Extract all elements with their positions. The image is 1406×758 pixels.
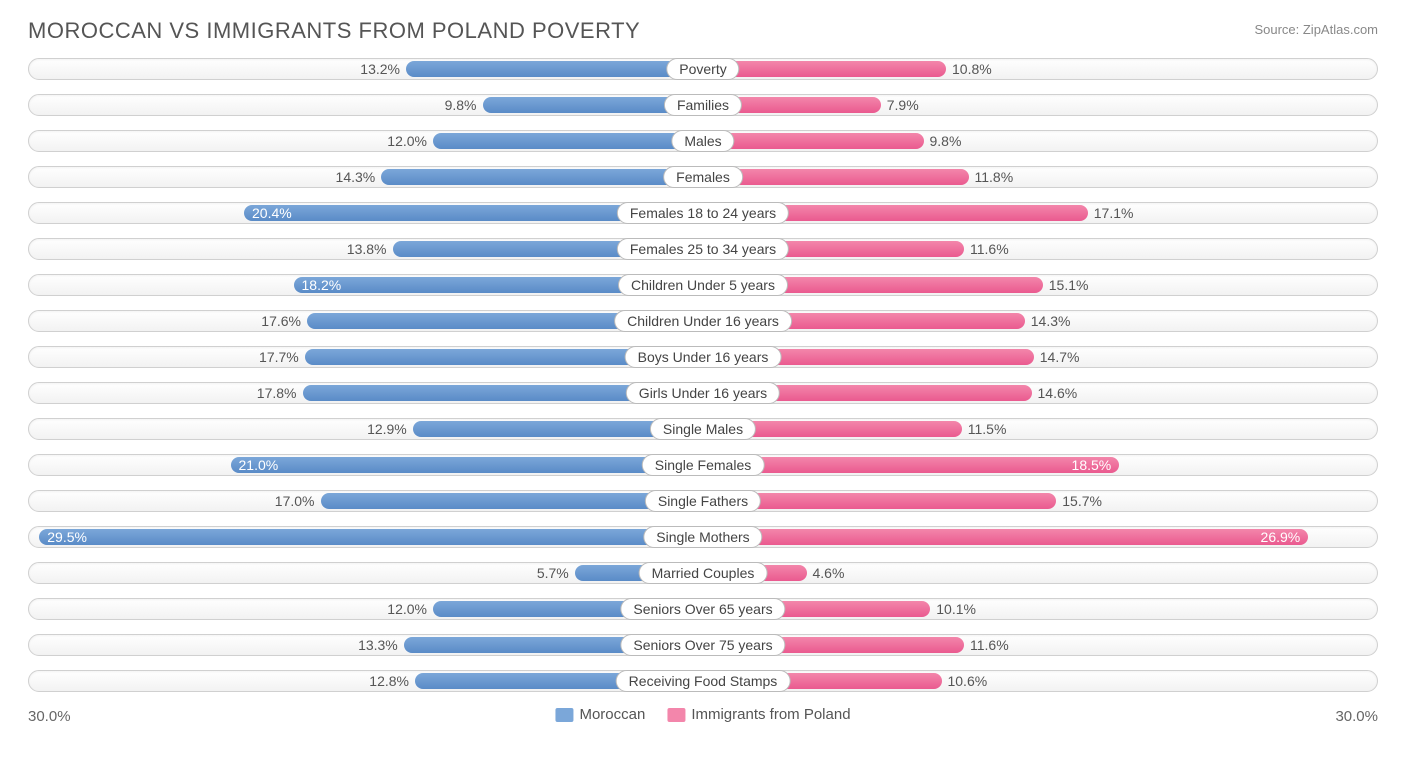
category-pill: Seniors Over 65 years [620, 598, 785, 620]
value-right: 14.6% [1038, 382, 1078, 404]
chart-row: 12.0% 9.8% Males [28, 126, 1378, 156]
value-left: 12.0% [387, 598, 427, 620]
chart-row: 29.5%26.9%Single Mothers [28, 522, 1378, 552]
value-right: 11.6% [970, 238, 1009, 260]
chart-row: 12.0% 10.1% Seniors Over 65 years [28, 594, 1378, 624]
chart-row: 20.4%17.1%Females 18 to 24 years [28, 198, 1378, 228]
value-right: 11.8% [975, 166, 1014, 188]
legend-swatch-right [667, 708, 685, 722]
chart-row: 17.0% 15.7% Single Fathers [28, 486, 1378, 516]
category-pill: Males [671, 130, 734, 152]
value-left: 17.0% [275, 490, 315, 512]
value-right: 10.1% [936, 598, 976, 620]
value-right: 4.6% [813, 562, 845, 584]
value-left: 12.0% [387, 130, 427, 152]
chart-row: 12.8% 10.6% Receiving Food Stamps [28, 666, 1378, 696]
bar-right [703, 133, 924, 149]
chart-footer: 30.0% Moroccan Immigrants from Poland 30… [28, 702, 1378, 734]
category-pill: Single Females [642, 454, 765, 476]
category-pill: Families [664, 94, 742, 116]
value-right: 18.5% [703, 454, 1119, 476]
chart-row: 18.2%15.1%Children Under 5 years [28, 270, 1378, 300]
chart-plot-area: 13.2% 10.8% Poverty 9.8% 7.9% Families 12.0% 9.… [28, 54, 1378, 696]
value-left: 14.3% [336, 166, 376, 188]
axis-max-left: 30.0% [28, 708, 71, 725]
category-pill: Receiving Food Stamps [616, 670, 791, 692]
value-right: 26.9% [703, 526, 1308, 548]
value-right: 15.1% [1049, 274, 1089, 296]
category-pill: Children Under 5 years [618, 274, 788, 296]
chart-row: 13.3% 11.6% Seniors Over 75 years [28, 630, 1378, 660]
chart-row: 13.8% 11.6% Females 25 to 34 years [28, 234, 1378, 264]
category-pill: Females 25 to 34 years [617, 238, 789, 260]
legend-swatch-left [555, 708, 573, 722]
chart-row: 21.0%18.5%Single Females [28, 450, 1378, 480]
bar-left [406, 61, 703, 77]
source-label: Source: ZipAtlas.com [1254, 18, 1378, 37]
value-right: 10.6% [947, 670, 987, 692]
bar-right [703, 61, 946, 77]
legend-item-right: Immigrants from Poland [667, 706, 850, 723]
value-left: 17.6% [261, 310, 301, 332]
category-pill: Married Couples [639, 562, 768, 584]
value-right: 7.9% [887, 94, 919, 116]
value-left: 9.8% [445, 94, 477, 116]
value-right: 15.7% [1062, 490, 1102, 512]
value-right: 9.8% [930, 130, 962, 152]
value-left: 12.8% [369, 670, 409, 692]
value-left: 17.7% [259, 346, 299, 368]
value-left: 13.8% [347, 238, 387, 260]
category-pill: Seniors Over 75 years [620, 634, 785, 656]
chart-row: 13.2% 10.8% Poverty [28, 54, 1378, 84]
bar-left [381, 169, 703, 185]
bar-left [433, 133, 703, 149]
value-left: 5.7% [537, 562, 569, 584]
value-left: 12.9% [367, 418, 407, 440]
value-left: 29.5% [39, 526, 703, 548]
chart-title: MOROCCAN VS IMMIGRANTS FROM POLAND POVER… [28, 18, 640, 44]
value-right: 11.6% [970, 634, 1009, 656]
category-pill: Boys Under 16 years [625, 346, 782, 368]
category-pill: Single Males [650, 418, 756, 440]
value-left: 13.2% [360, 58, 400, 80]
category-pill: Single Fathers [645, 490, 761, 512]
value-left: 17.8% [257, 382, 297, 404]
header: MOROCCAN VS IMMIGRANTS FROM POLAND POVER… [28, 18, 1378, 44]
value-left: 21.0% [231, 454, 704, 476]
chart-row: 12.9% 11.5% Single Males [28, 414, 1378, 444]
axis-max-right: 30.0% [1335, 708, 1378, 725]
value-right: 14.7% [1040, 346, 1080, 368]
chart-row: 5.7% 4.6% Married Couples [28, 558, 1378, 588]
category-pill: Children Under 16 years [614, 310, 792, 332]
chart-row: 14.3% 11.8% Females [28, 162, 1378, 192]
category-pill: Females 18 to 24 years [617, 202, 789, 224]
legend-label-right: Immigrants from Poland [691, 706, 850, 723]
chart-row: 9.8% 7.9% Families [28, 90, 1378, 120]
value-right: 10.8% [952, 58, 992, 80]
category-pill: Females [663, 166, 743, 188]
value-right: 14.3% [1031, 310, 1071, 332]
chart-row: 17.6% 14.3% Children Under 16 years [28, 306, 1378, 336]
legend-item-left: Moroccan [555, 706, 645, 723]
legend-label-left: Moroccan [579, 706, 645, 723]
value-right: 17.1% [1094, 202, 1134, 224]
chart-row: 17.8% 14.6% Girls Under 16 years [28, 378, 1378, 408]
category-pill: Single Mothers [643, 526, 762, 548]
value-right: 11.5% [968, 418, 1007, 440]
legend: Moroccan Immigrants from Poland [555, 706, 850, 723]
value-left: 13.3% [358, 634, 398, 656]
chart-row: 17.7% 14.7% Boys Under 16 years [28, 342, 1378, 372]
category-pill: Girls Under 16 years [626, 382, 780, 404]
category-pill: Poverty [666, 58, 739, 80]
chart-container: MOROCCAN VS IMMIGRANTS FROM POLAND POVER… [0, 0, 1406, 758]
